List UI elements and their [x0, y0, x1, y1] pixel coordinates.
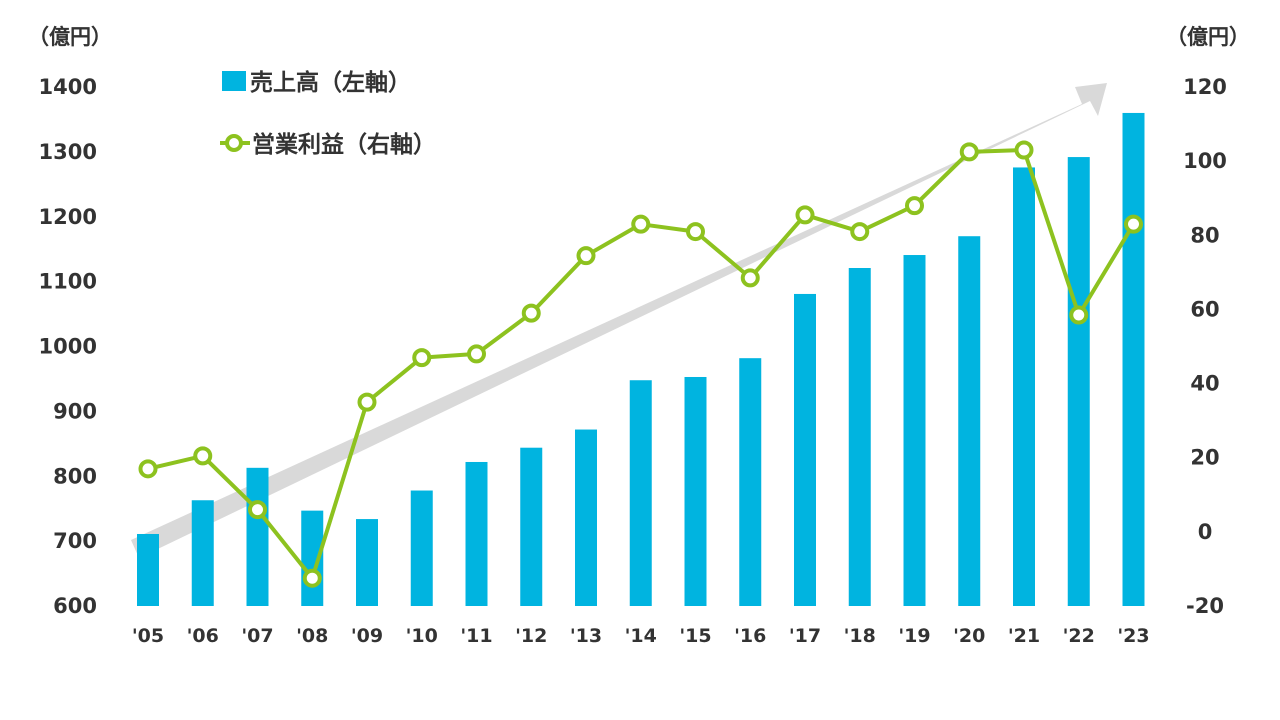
- bar-17: [1067, 157, 1090, 606]
- line-point-18: [1124, 214, 1143, 234]
- line-point-11: [740, 268, 760, 288]
- line-point-0: [138, 459, 158, 479]
- left-tick-label: 600: [53, 594, 97, 618]
- bar-14: [903, 255, 926, 606]
- right-tick-label: -20: [1186, 594, 1224, 618]
- x-tick-label: '19: [898, 625, 930, 647]
- bar-11: [739, 358, 762, 606]
- bar-9: [629, 380, 652, 606]
- bar-12: [794, 293, 816, 606]
- right-axis-unit: （億円）: [1166, 25, 1250, 49]
- line-point-7: [521, 303, 541, 323]
- bar-5: [410, 490, 433, 606]
- x-tick-label: '15: [679, 625, 711, 647]
- left-tick-label: 1300: [39, 140, 97, 164]
- x-tick-label: '18: [844, 625, 876, 647]
- legend-line-marker: [225, 134, 243, 152]
- x-tick-label: '17: [789, 625, 821, 647]
- line-point-13: [850, 222, 870, 242]
- bar-15: [958, 236, 981, 606]
- line-point-6: [467, 344, 486, 364]
- left-tick-label: 1000: [39, 335, 97, 359]
- bar-7: [520, 447, 543, 606]
- line-point-3: [302, 568, 322, 588]
- x-tick-label: '23: [1117, 625, 1149, 647]
- line-point-17: [1069, 305, 1089, 325]
- line-point-1: [193, 446, 213, 466]
- legend-bar-swatch: [222, 71, 246, 91]
- x-tick-label: '09: [351, 625, 383, 647]
- x-tick-label: '21: [1008, 625, 1040, 647]
- bar-0: [137, 533, 159, 606]
- right-tick-label: 60: [1190, 297, 1219, 321]
- x-tick-label: '11: [460, 625, 492, 647]
- x-tick-label: '12: [515, 625, 547, 647]
- line-point-10: [686, 222, 705, 242]
- x-tick-label: '06: [187, 625, 219, 647]
- right-tick-label: 100: [1183, 149, 1227, 173]
- left-tick-label: 1100: [39, 270, 97, 294]
- x-tick-label: '16: [734, 625, 766, 647]
- bar-4: [356, 519, 378, 606]
- line-point-15: [959, 142, 979, 162]
- line-series: [138, 140, 1143, 588]
- x-axis: '05 '06 '07 '08 '09 '10 '11 '12 '13 '14 '15 '16 '17 '…: [132, 625, 1150, 647]
- bar-2: [246, 467, 269, 606]
- right-tick-label: 120: [1183, 75, 1227, 99]
- line-point-12: [795, 205, 815, 225]
- left-axis: 600 700 800 900 1000 1100 1200 1300 1400: [39, 75, 97, 618]
- x-tick-label: '05: [132, 625, 164, 647]
- x-tick-label: '10: [406, 625, 438, 647]
- line-point-4: [357, 392, 377, 412]
- left-tick-label: 1200: [39, 205, 97, 229]
- bar-18: [1122, 112, 1145, 606]
- line-point-14: [905, 196, 924, 216]
- left-tick-label: 700: [53, 529, 97, 553]
- bar-10: [684, 376, 707, 606]
- right-tick-label: 40: [1190, 372, 1219, 396]
- line-point-16: [1014, 140, 1034, 160]
- x-tick-label: '13: [570, 625, 602, 647]
- line-point-5: [412, 348, 432, 368]
- trend-arrow: [131, 83, 1107, 558]
- x-tick-label: '22: [1063, 625, 1095, 647]
- x-tick-label: '14: [625, 625, 657, 647]
- bar-16: [1013, 167, 1035, 606]
- bar-13: [848, 268, 871, 606]
- line-point-2: [248, 500, 267, 520]
- line-point-9: [631, 214, 651, 234]
- right-tick-label: 80: [1190, 223, 1219, 247]
- legend: 売上高（左軸） 営業利益（右軸）: [220, 69, 436, 158]
- left-tick-label: 800: [53, 464, 97, 488]
- x-tick-label: '20: [953, 625, 985, 647]
- left-axis-unit: （億円）: [28, 25, 112, 49]
- left-tick-label: 1400: [39, 75, 97, 99]
- bar-1: [191, 500, 214, 606]
- bar-8: [575, 429, 597, 606]
- x-tick-label: '07: [241, 625, 273, 647]
- right-axis: -20 0 20 40 60 80 100 120: [1183, 75, 1227, 618]
- bar-series: [137, 112, 1145, 606]
- right-tick-label: 20: [1190, 446, 1219, 470]
- legend-line-label: 営業利益（右軸）: [252, 131, 436, 158]
- x-tick-label: '08: [296, 625, 328, 647]
- bar-6: [465, 461, 488, 606]
- right-tick-label: 0: [1198, 520, 1213, 544]
- line-point-8: [576, 246, 596, 266]
- left-tick-label: 900: [53, 399, 97, 423]
- legend-bar-label: 売上高（左軸）: [250, 69, 411, 96]
